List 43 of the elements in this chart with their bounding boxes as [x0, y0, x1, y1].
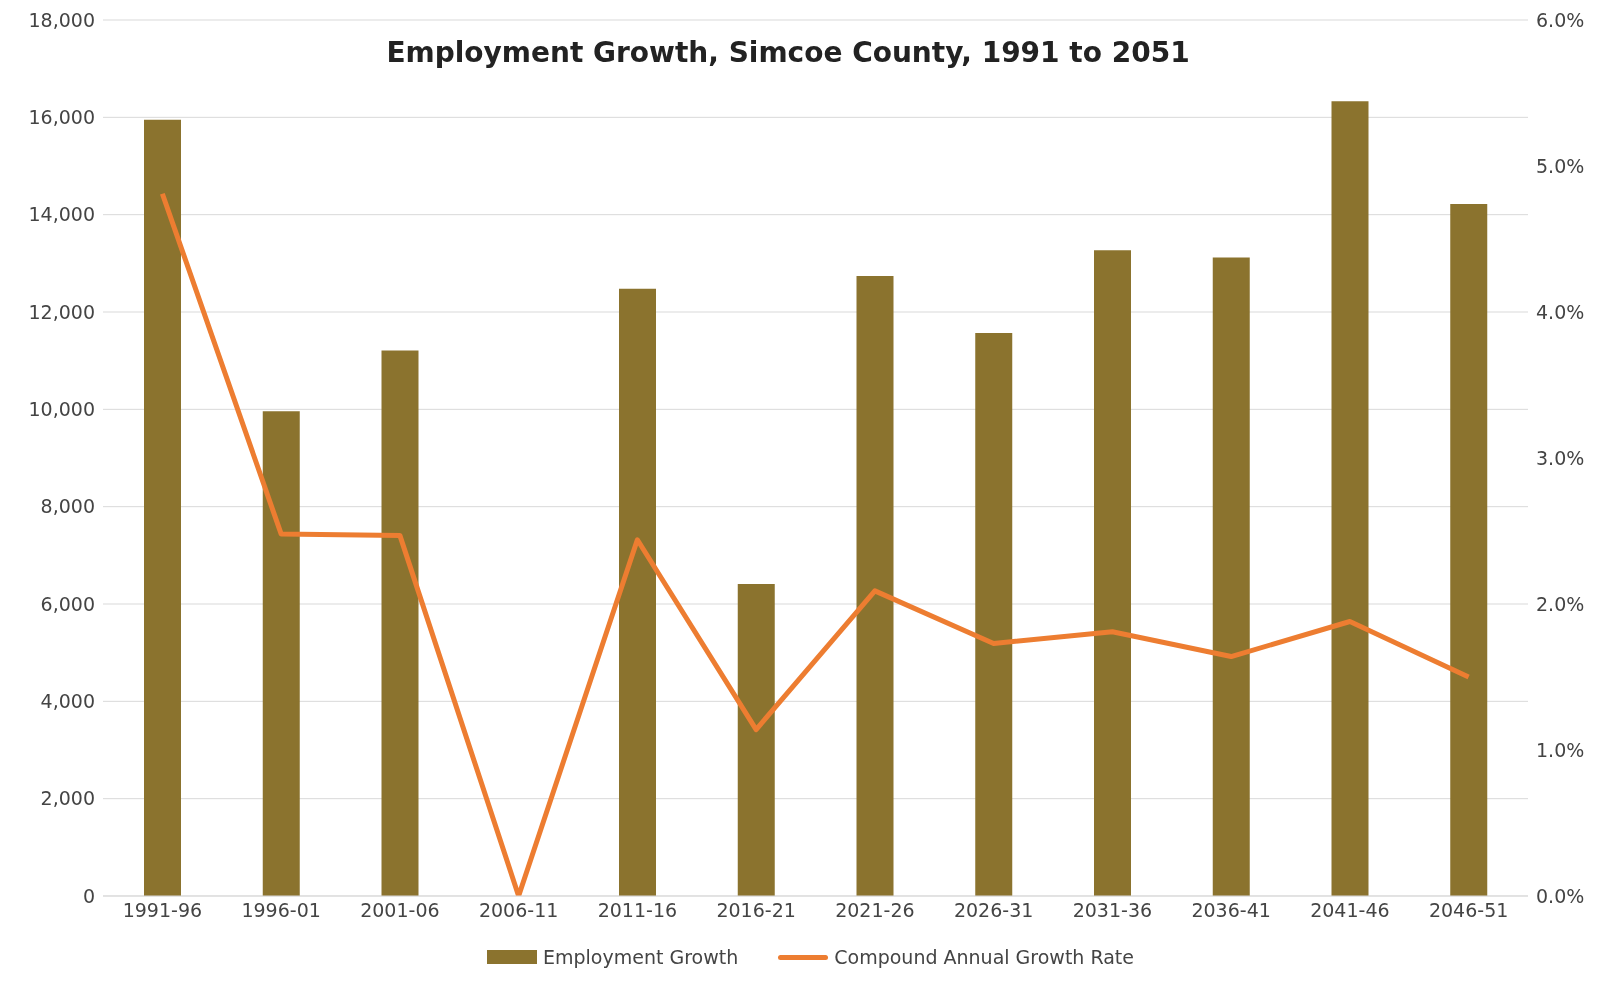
x-tick-label: 2016-21	[716, 899, 796, 922]
bar	[737, 584, 775, 896]
legend-label: Employment Growth	[543, 946, 739, 968]
y2-tick-label: 5.0%	[1536, 154, 1585, 177]
bar	[144, 119, 181, 896]
x-tick-label: 2046-51	[1428, 899, 1509, 922]
text: Employment Growth, Simcoe County, 1991 to 2051	[385, 36, 1191, 69]
bar	[619, 288, 656, 896]
bar	[975, 332, 1013, 896]
y2-tick-label: 0.0%	[1536, 884, 1585, 907]
y-tick-label: 0	[82, 884, 95, 907]
y2-tick-label: 4.0%	[1536, 300, 1585, 323]
y-tick-label: 14,000	[28, 203, 95, 226]
x-tick-label: 2031-36	[1072, 899, 1153, 922]
x-tick-label: 1991-96	[122, 899, 203, 922]
bar	[856, 275, 894, 896]
y-tick-label: 18,000	[28, 8, 95, 31]
y2-tick-label: 3.0%	[1536, 446, 1585, 469]
x-tick-label: 2021-26	[835, 899, 915, 922]
y2-tick-label: 1.0%	[1536, 738, 1585, 761]
y-tick-label: 10,000	[28, 398, 95, 421]
bar	[1450, 203, 1488, 896]
y-tick-label: 12,000	[28, 300, 95, 323]
bar	[1094, 250, 1131, 896]
y2-tick-label: 2.0%	[1536, 592, 1585, 615]
y-tick-label: 2,000	[40, 787, 95, 810]
x-tick-label: 2036-41	[1191, 899, 1271, 922]
y-tick-label: 6,000	[40, 592, 95, 615]
bar	[1212, 257, 1250, 896]
y-tick-label: 8,000	[40, 495, 95, 518]
x-tick-label: 2026-31	[953, 899, 1034, 922]
x-tick-label: 1996-01	[241, 899, 321, 922]
bar	[1331, 101, 1369, 896]
x-tick-label: 2011-16	[597, 899, 678, 922]
y2-tick-label: 6.0%	[1536, 8, 1585, 31]
x-tick-label: 2006-11	[478, 899, 559, 922]
y-tick-label: 4,000	[40, 690, 95, 713]
legend-label: Compound Annual Growth Rate	[834, 946, 1134, 968]
bar	[381, 350, 419, 896]
y-tick-label: 16,000	[28, 106, 95, 129]
x-tick-label: 2001-06	[360, 899, 440, 922]
bar	[262, 411, 300, 896]
x-tick-label: 2041-46	[1310, 899, 1390, 922]
